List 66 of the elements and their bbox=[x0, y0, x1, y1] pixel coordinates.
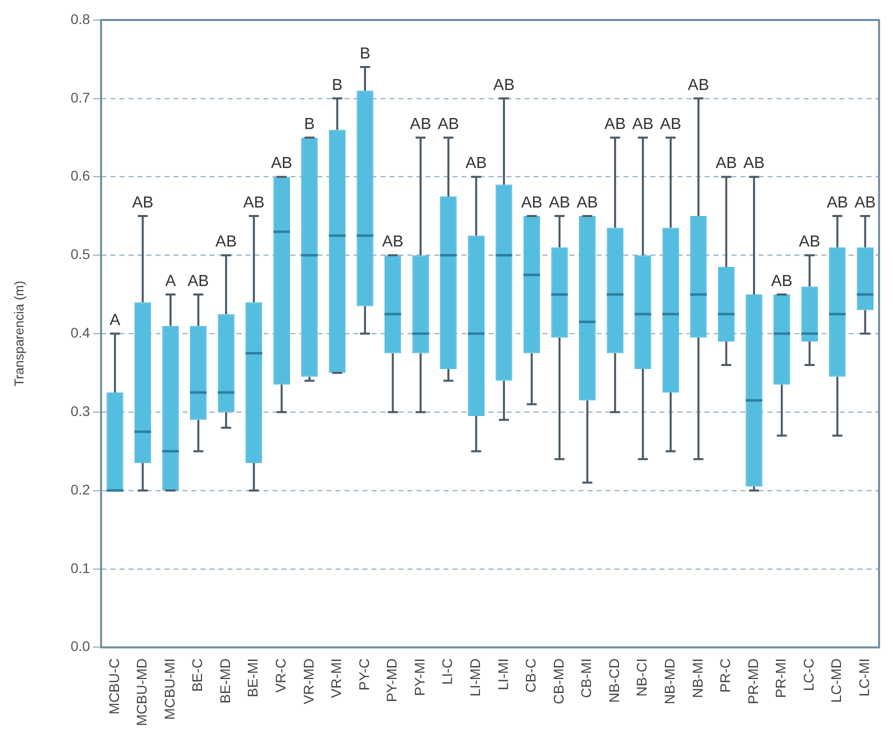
y-tick-label: 0.5 bbox=[70, 246, 90, 262]
x-tick-label: NB-CI bbox=[634, 658, 650, 696]
x-tick-label: CB-MD bbox=[550, 658, 566, 704]
x-tick-label: MCBU-C bbox=[106, 658, 122, 714]
x-tick-label: BE-C bbox=[189, 658, 206, 692]
y-tick-label: 0.3 bbox=[70, 402, 90, 419]
x-tick-label: VR-MI bbox=[328, 658, 344, 698]
annotation: AB bbox=[438, 116, 460, 134]
annotation: AB bbox=[743, 155, 765, 172]
annotation: AB bbox=[188, 272, 209, 290]
annotation: AB bbox=[576, 194, 598, 212]
y-tick-label: 0.4 bbox=[70, 324, 90, 341]
x-tick-label: LC-C bbox=[800, 658, 816, 692]
annotation: AB bbox=[243, 194, 265, 212]
annotation: AB bbox=[410, 116, 432, 134]
annotation: A bbox=[110, 312, 121, 330]
x-tick-label: LC-MI bbox=[856, 658, 872, 696]
annotation: AB bbox=[382, 234, 404, 251]
x-tick-label: PY-MI bbox=[411, 658, 428, 696]
annotation: AB bbox=[132, 194, 154, 212]
y-tick-label: 0.0 bbox=[70, 638, 90, 654]
y-axis-title: Transparencia (m) bbox=[11, 280, 26, 387]
x-tick-label: LI-C bbox=[439, 658, 456, 685]
x-tick-label: BE-MD bbox=[216, 658, 233, 704]
x-tick-label: LC-MD bbox=[828, 658, 844, 703]
annotation: AB bbox=[660, 116, 682, 134]
annotation: AB bbox=[688, 76, 710, 94]
annotation: AB bbox=[826, 194, 848, 212]
annotation: AB bbox=[771, 272, 792, 290]
x-tick-label: MCBU-MD bbox=[134, 658, 150, 726]
x-tick-label: PY-C bbox=[356, 658, 372, 691]
y-tick-label: 0.8 bbox=[70, 10, 90, 27]
x-tick-label: LI-MI bbox=[494, 658, 511, 690]
annotation: AB bbox=[521, 194, 542, 212]
annotation: AB bbox=[854, 194, 876, 212]
x-tick-label: MCBU-MI bbox=[161, 658, 178, 720]
x-tick-label: CB-C bbox=[522, 658, 539, 693]
x-tick-label: PY-MD bbox=[384, 658, 400, 702]
x-tick-label: PR-MI bbox=[772, 658, 789, 698]
annotation: AB bbox=[604, 116, 626, 134]
annotation: AB bbox=[632, 116, 654, 134]
annotation: AB bbox=[716, 155, 737, 172]
annotation: B bbox=[304, 116, 315, 134]
y-tick-label: 0.2 bbox=[70, 481, 90, 498]
x-tick-label: NB-CD bbox=[606, 658, 622, 703]
y-tick-label: 0.6 bbox=[70, 168, 90, 184]
annotation: B bbox=[332, 76, 343, 94]
x-tick-label: PR-MD bbox=[744, 658, 761, 704]
annotation: B bbox=[360, 45, 370, 62]
annotation: AB bbox=[215, 234, 237, 251]
x-tick-label: LI-MD bbox=[467, 658, 484, 696]
x-tick-label: PR-C bbox=[717, 658, 734, 693]
annotation: AB bbox=[493, 76, 515, 94]
x-tick-label: BE-MI bbox=[244, 658, 261, 698]
x-tick-label: VR-MD bbox=[300, 658, 316, 704]
y-tick-label: 0.7 bbox=[70, 89, 90, 106]
x-tick-label: NB-MD bbox=[662, 658, 678, 704]
annotation: AB bbox=[270, 155, 292, 172]
x-tick-label: NB-MI bbox=[689, 658, 706, 698]
x-tick-label: VR-C bbox=[272, 658, 289, 693]
annotation: AB bbox=[465, 155, 487, 172]
y-tick-label: 0.1 bbox=[70, 560, 90, 576]
annotation: AB bbox=[548, 194, 570, 212]
annotation: AB bbox=[798, 234, 820, 251]
x-tick-label: CB-MI bbox=[578, 658, 594, 698]
annotation: A bbox=[165, 272, 176, 290]
